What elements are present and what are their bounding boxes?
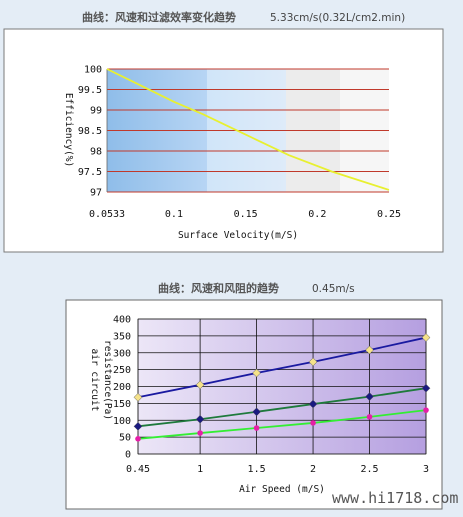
chart2-y-axis-label-group: air circuit resistance(Pa) (89, 340, 113, 420)
chart1-x-ticks: 0.0533 0.1 0.15 0.2 0.25 (89, 209, 401, 220)
chart1-series-line (106, 68, 390, 191)
chart1-y-tick-label: 98 (90, 147, 102, 158)
chart2-data-point (252, 407, 261, 417)
chart2-data-point (366, 414, 373, 420)
chart2-y-tick-label: 300 (113, 348, 131, 359)
chart1-y-tick-label: 97.5 (78, 167, 102, 178)
chart2-x-tick-label: 1.5 (248, 464, 266, 475)
chart2-y-tick-label: 400 (113, 315, 131, 326)
chart2-y-axis-label-line2: resistance(Pa) (102, 340, 113, 420)
chart2-series-line (137, 336, 427, 399)
chart2-data-point (133, 421, 143, 431)
chart2-x-tick-label: 3 (423, 464, 429, 475)
chart1: 曲线：风速和过滤效率变化趋势 5.33cm/s(0.32L/cm2.min) 1… (3, 10, 444, 253)
chart1-x-tick-label: 0.25 (377, 209, 401, 220)
chart1-series (106, 68, 390, 191)
chart1-y-tick-label: 99.5 (78, 85, 102, 96)
chart2-data-point (365, 345, 374, 355)
chart2-y-tick-label: 250 (113, 365, 131, 376)
chart1-gridlines (106, 68, 389, 193)
chart2-y-tick-label: 100 (113, 416, 131, 427)
chart2-x-tick-label: 2.5 (360, 464, 378, 475)
chart1-x-axis-label: Surface Velocity(m/S) (178, 230, 298, 241)
chart2-data-point (135, 436, 141, 442)
chart2-data-point (252, 368, 261, 378)
chart1-subtitle: 5.33cm/s(0.32L/cm2.min) (270, 12, 405, 24)
chart2-x-axis-label: Air Speed (m/S) (239, 484, 325, 495)
chart2-gridlines (137, 318, 427, 455)
chart2-series (133, 333, 431, 442)
chart1-y-tick-label: 100 (84, 65, 102, 76)
chart2-data-point (310, 420, 316, 426)
chart1-y-tick-label: 98.5 (78, 126, 102, 137)
chart2-data-point (308, 399, 318, 409)
chart1-y-axis-label: Efficiency(%) (63, 93, 74, 167)
chart2-y-axis-label-line1: air circuit (89, 349, 100, 412)
chart2-y-tick-label: 350 (113, 331, 131, 342)
chart2-data-point (195, 380, 205, 390)
chart2-y-tick-label: 150 (113, 399, 131, 410)
chart1-title: 曲线：风速和过滤效率变化趋势 (82, 10, 236, 24)
chart2-x-tick-label: 0.45 (126, 464, 150, 475)
chart2-y-tick-label: 200 (113, 382, 131, 393)
chart2-subtitle: 0.45m/s (312, 283, 355, 295)
chart2-data-point (195, 414, 205, 424)
chart1-x-tick-label: 0.2 (308, 209, 326, 220)
chart2-x-tick-label: 1 (197, 464, 203, 475)
chart2-data-point (365, 392, 374, 401)
chart2-data-point (423, 407, 429, 413)
chart1-y-tick-label: 99 (90, 106, 102, 117)
chart1-x-tick-label: 0.1 (165, 209, 183, 220)
chart2-series-line (137, 387, 427, 428)
chart1-y-tick-label: 97 (90, 188, 102, 199)
chart1-y-ticks: 100 99.5 99 98.5 98 97.5 97 (78, 65, 102, 199)
chart2-series-line (137, 409, 427, 440)
chart2-x-tick-label: 2 (310, 464, 316, 475)
chart2-data-point (421, 383, 431, 393)
chart2-y-tick-label: 0 (125, 450, 131, 461)
chart1-x-tick-label: 0.15 (234, 209, 258, 220)
chart2-y-tick-label: 50 (119, 433, 131, 444)
watermark: www.hi1718.com (332, 489, 458, 507)
chart2-data-point (133, 392, 143, 402)
chart2-data-point (197, 430, 203, 436)
chart2-data-point (253, 425, 260, 431)
chart2-data-point (308, 357, 318, 367)
chart2-title: 曲线：风速和风阻的趋势 (158, 281, 279, 295)
chart1-x-tick-label: 0.0533 (89, 209, 125, 220)
chart2: 曲线：风速和风阻的趋势 0.45m/s 40035030025020015010… (65, 281, 443, 510)
chart2-x-ticks: 0.45 1 1.5 2 2.5 3 (126, 464, 429, 475)
chart2-y-ticks: 400 350 300 250 200 150 100 50 0 (113, 315, 131, 461)
chart2-data-point (421, 333, 431, 342)
